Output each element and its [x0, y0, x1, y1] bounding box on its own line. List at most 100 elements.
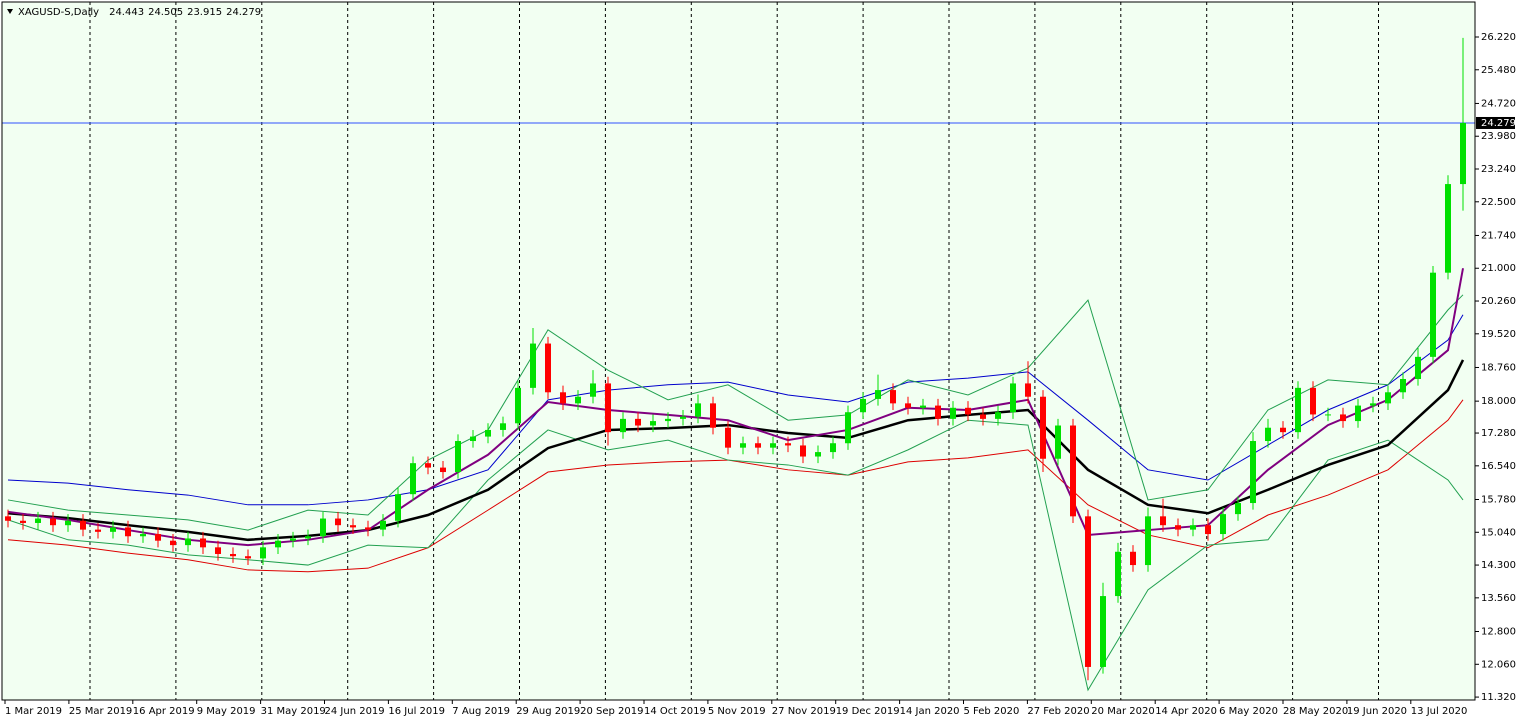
candle-body — [575, 396, 581, 404]
candle-body — [845, 412, 851, 444]
candle-body — [605, 383, 611, 433]
candle-body — [1355, 405, 1361, 422]
candle-body — [1370, 403, 1376, 406]
x-tick-label: 5 Feb 2020 — [964, 706, 1020, 717]
candle-body — [65, 520, 71, 526]
candle-body — [680, 416, 686, 419]
x-tick-label: 7 Aug 2019 — [452, 706, 510, 717]
candle-body — [950, 407, 956, 419]
candle-body — [395, 494, 401, 521]
x-tick-label: 31 May 2019 — [261, 706, 326, 717]
candle-body — [185, 538, 191, 546]
candle-body — [95, 529, 101, 532]
candle-body — [35, 518, 41, 523]
x-tick-label: 19 Dec 2019 — [836, 706, 900, 717]
candle-body — [785, 443, 791, 446]
symbol-icon — [7, 9, 13, 14]
candle-body — [1025, 383, 1031, 397]
candle-body — [665, 418, 671, 422]
candle-body — [905, 403, 911, 408]
candle-body — [500, 423, 506, 430]
x-tick-label: 5 Nov 2019 — [708, 706, 766, 717]
candle-body — [215, 547, 221, 554]
candle-body — [155, 534, 161, 541]
candle-body — [1400, 378, 1406, 393]
symbol-header: XAGUSD-S,Daily 24.443 24.505 23.915 24.279 — [18, 7, 261, 18]
candle-body — [1280, 427, 1286, 433]
plot-frame — [1, 1, 1476, 701]
candle-body — [320, 518, 326, 537]
x-tick-label: 20 Mar 2020 — [1091, 706, 1154, 717]
candle-body — [635, 418, 641, 426]
candle-body — [1205, 525, 1211, 535]
candle-body — [1085, 516, 1091, 667]
y-tick-label: 17.280 — [1481, 428, 1516, 439]
x-tick-label: 1 Mar 2019 — [5, 706, 62, 717]
candle-body — [350, 525, 356, 528]
y-tick-label: 15.780 — [1481, 494, 1516, 505]
candle-body — [800, 445, 806, 457]
candle-body — [995, 412, 1001, 419]
candle-body — [1130, 551, 1136, 566]
y-tick-label: 11.320 — [1481, 692, 1516, 703]
candle-body — [560, 392, 566, 404]
candle-body — [1325, 414, 1331, 416]
x-tick-label: 25 Mar 2019 — [69, 706, 132, 717]
candle-body — [920, 405, 926, 408]
candle-body — [815, 452, 821, 457]
y-tick-label: 13.560 — [1481, 593, 1516, 604]
candle-body — [980, 414, 986, 419]
candle-body — [20, 520, 26, 523]
y-tick-label: 24.720 — [1481, 98, 1516, 109]
header-value: 24.443 — [109, 7, 144, 18]
x-tick-label: 14 Jan 2020 — [900, 706, 960, 717]
candle-body — [260, 547, 266, 559]
candle-body — [365, 527, 371, 530]
candle-body — [830, 443, 836, 453]
candle-body — [725, 427, 731, 448]
candle-body — [1160, 516, 1166, 526]
candle-body — [890, 390, 896, 404]
candle-body — [1460, 122, 1466, 185]
x-tick-label: 13 Jul 2020 — [1411, 706, 1468, 717]
candle-body — [770, 443, 776, 448]
candle-body — [1175, 525, 1181, 530]
candle-body — [515, 387, 521, 424]
y-tick-label: 21.740 — [1481, 230, 1516, 241]
current-price-label: 24.279 — [1481, 118, 1516, 129]
candle-body — [335, 518, 341, 526]
candle-body — [440, 467, 446, 473]
candle-body — [1070, 425, 1076, 517]
candles — [5, 37, 1466, 681]
candle-body — [1250, 441, 1256, 504]
candle-body — [455, 441, 461, 473]
y-tick-label: 18.760 — [1481, 362, 1516, 373]
candle-body — [245, 556, 251, 559]
candle-body — [1415, 356, 1421, 379]
y-tick-label: 16.540 — [1481, 461, 1516, 472]
header-value: 24.505 — [148, 7, 183, 18]
candle-body — [5, 516, 11, 521]
indicator-line — [7, 419, 1464, 692]
candle-body — [1235, 503, 1241, 515]
candle-body — [275, 540, 281, 548]
x-tick-label: 29 Aug 2019 — [516, 706, 580, 717]
candle-body — [755, 443, 761, 448]
indicator-line — [7, 294, 1464, 531]
candle-body — [1055, 425, 1061, 459]
candle-body — [470, 436, 476, 442]
y-tick-label: 12.800 — [1481, 627, 1516, 638]
y-tick-label: 14.300 — [1481, 560, 1516, 571]
y-tick-label: 19.520 — [1481, 329, 1516, 340]
current-price-box — [1476, 116, 1515, 129]
indicator-line — [7, 268, 1464, 547]
y-tick-label: 22.500 — [1481, 197, 1516, 208]
y-tick-label: 18.000 — [1481, 396, 1516, 407]
candle-body — [545, 343, 551, 393]
candle-body — [1145, 516, 1151, 566]
y-tick-label: 25.480 — [1481, 65, 1516, 76]
indicator-line — [7, 399, 1464, 573]
y-tick-label: 12.060 — [1481, 659, 1516, 670]
candle-body — [740, 443, 746, 448]
